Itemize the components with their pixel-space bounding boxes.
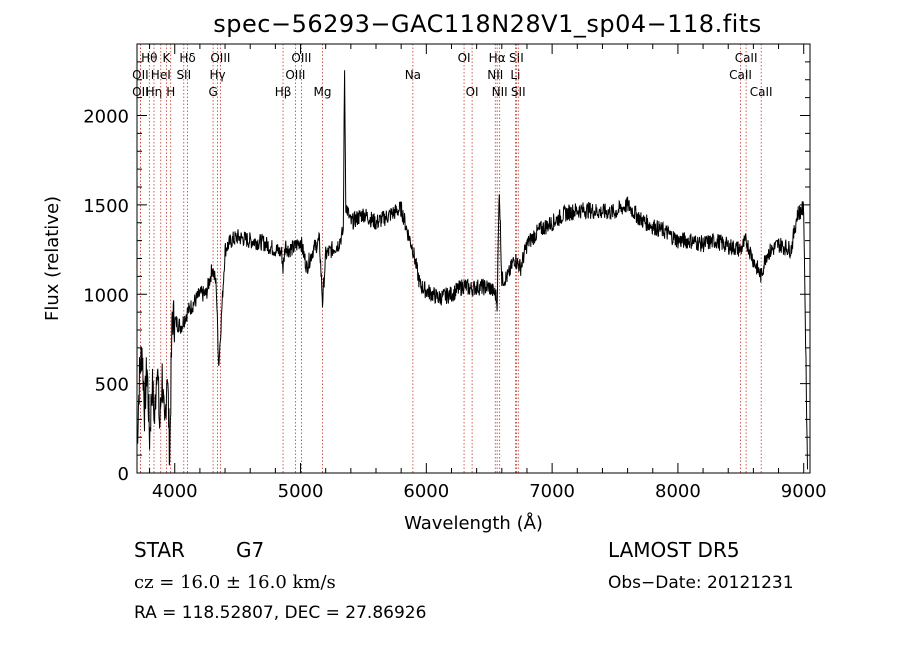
- line-marker-label: SII: [176, 68, 191, 82]
- line-marker-label: Hβ: [275, 85, 292, 99]
- line-marker-label: OI: [466, 85, 479, 99]
- line-marker-label: Na: [405, 68, 421, 82]
- line-marker-label: CaII: [729, 68, 752, 82]
- y-tick-label: 2000: [83, 107, 129, 128]
- line-marker-label: Mg: [314, 85, 332, 99]
- obs-date-text: Obs−Date: 20121231: [608, 573, 794, 593]
- line-marker-label: OI: [458, 51, 471, 65]
- x-tick-label: 5000: [278, 481, 324, 502]
- line-marker-label: K: [162, 51, 171, 65]
- flux-series: [136, 70, 808, 470]
- line-marker-label: CaII: [735, 51, 758, 65]
- line-marker-label: HeI: [151, 68, 171, 82]
- line-marker-label: Hθ: [141, 51, 157, 65]
- line-marker-label: Li: [510, 68, 520, 82]
- axis-ticks: 4000 5000 6000 7000 8000 9000 0 500 1000 1500 2000: [83, 43, 827, 502]
- x-tick-label: 9000: [781, 481, 827, 502]
- survey-label: LAMOST DR5: [608, 538, 740, 562]
- line-marker-label: CaII: [750, 85, 773, 99]
- line-marker-label: SII: [509, 51, 524, 65]
- line-marker-label: SII: [511, 85, 526, 99]
- line-marker-label: Hγ: [209, 68, 225, 82]
- x-axis-label: Wavelength (Å): [404, 512, 543, 534]
- class-label: STAR: [134, 538, 185, 562]
- y-tick-label: 0: [118, 464, 129, 485]
- y-tick-label: 1000: [83, 285, 129, 306]
- y-tick-label: 500: [95, 375, 129, 396]
- line-marker-label: NII: [487, 68, 503, 82]
- x-tick-label: 4000: [152, 481, 198, 502]
- chart-title: spec−56293−GAC118N28V1_sp04−118.fits: [213, 10, 762, 38]
- line-marker-label: Hη: [146, 85, 163, 99]
- x-tick-label: 6000: [403, 481, 449, 502]
- line-marker-label: OIII: [291, 51, 311, 65]
- line-marker-label: Hδ: [179, 51, 195, 65]
- y-axis-label: Flux (relative): [42, 196, 63, 321]
- plot-frame: [136, 43, 811, 474]
- line-marker-label: OIII: [210, 51, 230, 65]
- x-tick-label: 7000: [529, 481, 575, 502]
- line-marker-label: Hα: [489, 51, 506, 65]
- y-tick-label: 1500: [83, 196, 129, 217]
- coordinates-text: RA = 118.52807, DEC = 27.86926: [134, 603, 427, 623]
- line-marker-label: H: [166, 85, 175, 99]
- x-tick-label: 8000: [655, 481, 701, 502]
- redshift-text: cz = 16.0 ± 16.0 km/s: [134, 572, 336, 593]
- line-marker-label: NII: [492, 85, 508, 99]
- flux-line: [136, 70, 808, 470]
- line-marker-label: G: [208, 85, 217, 99]
- line-marker-label: OIII: [285, 68, 305, 82]
- line-marker-label: OII: [132, 68, 149, 82]
- line-marker-label: OII: [132, 85, 149, 99]
- subclass-label: G7: [236, 538, 265, 562]
